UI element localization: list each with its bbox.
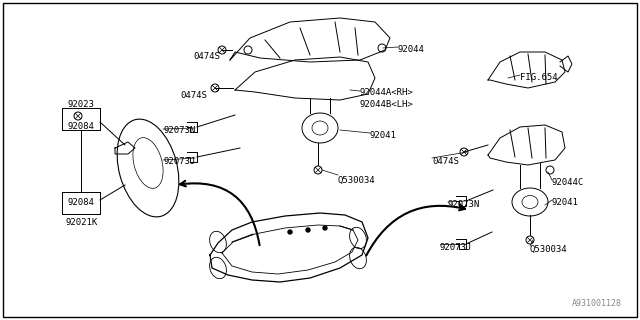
- Text: 92044: 92044: [398, 45, 425, 54]
- Text: 92073N: 92073N: [448, 200, 480, 209]
- Text: 92021K: 92021K: [65, 218, 97, 227]
- Text: 92084: 92084: [68, 122, 95, 131]
- Text: 92023: 92023: [68, 100, 95, 109]
- Text: 92041: 92041: [552, 198, 579, 207]
- Text: Q530034: Q530034: [530, 245, 568, 254]
- Circle shape: [323, 226, 327, 230]
- Text: 92044C: 92044C: [552, 178, 584, 187]
- Circle shape: [288, 230, 292, 234]
- Text: A931001128: A931001128: [572, 299, 622, 308]
- Text: 92073N: 92073N: [163, 126, 195, 135]
- Text: 92073J: 92073J: [440, 243, 472, 252]
- Text: 0474S: 0474S: [432, 157, 459, 166]
- Text: 92084: 92084: [68, 198, 95, 207]
- Text: 92041: 92041: [370, 131, 397, 140]
- Text: 0474S: 0474S: [180, 91, 207, 100]
- Text: 92044A<RH>: 92044A<RH>: [360, 88, 413, 97]
- Text: 0474S: 0474S: [193, 52, 220, 61]
- Text: Q530034: Q530034: [338, 176, 376, 185]
- Text: FIG.654: FIG.654: [520, 73, 557, 82]
- Text: 92073J: 92073J: [163, 157, 195, 166]
- Circle shape: [306, 228, 310, 232]
- Text: 92044B<LH>: 92044B<LH>: [360, 100, 413, 109]
